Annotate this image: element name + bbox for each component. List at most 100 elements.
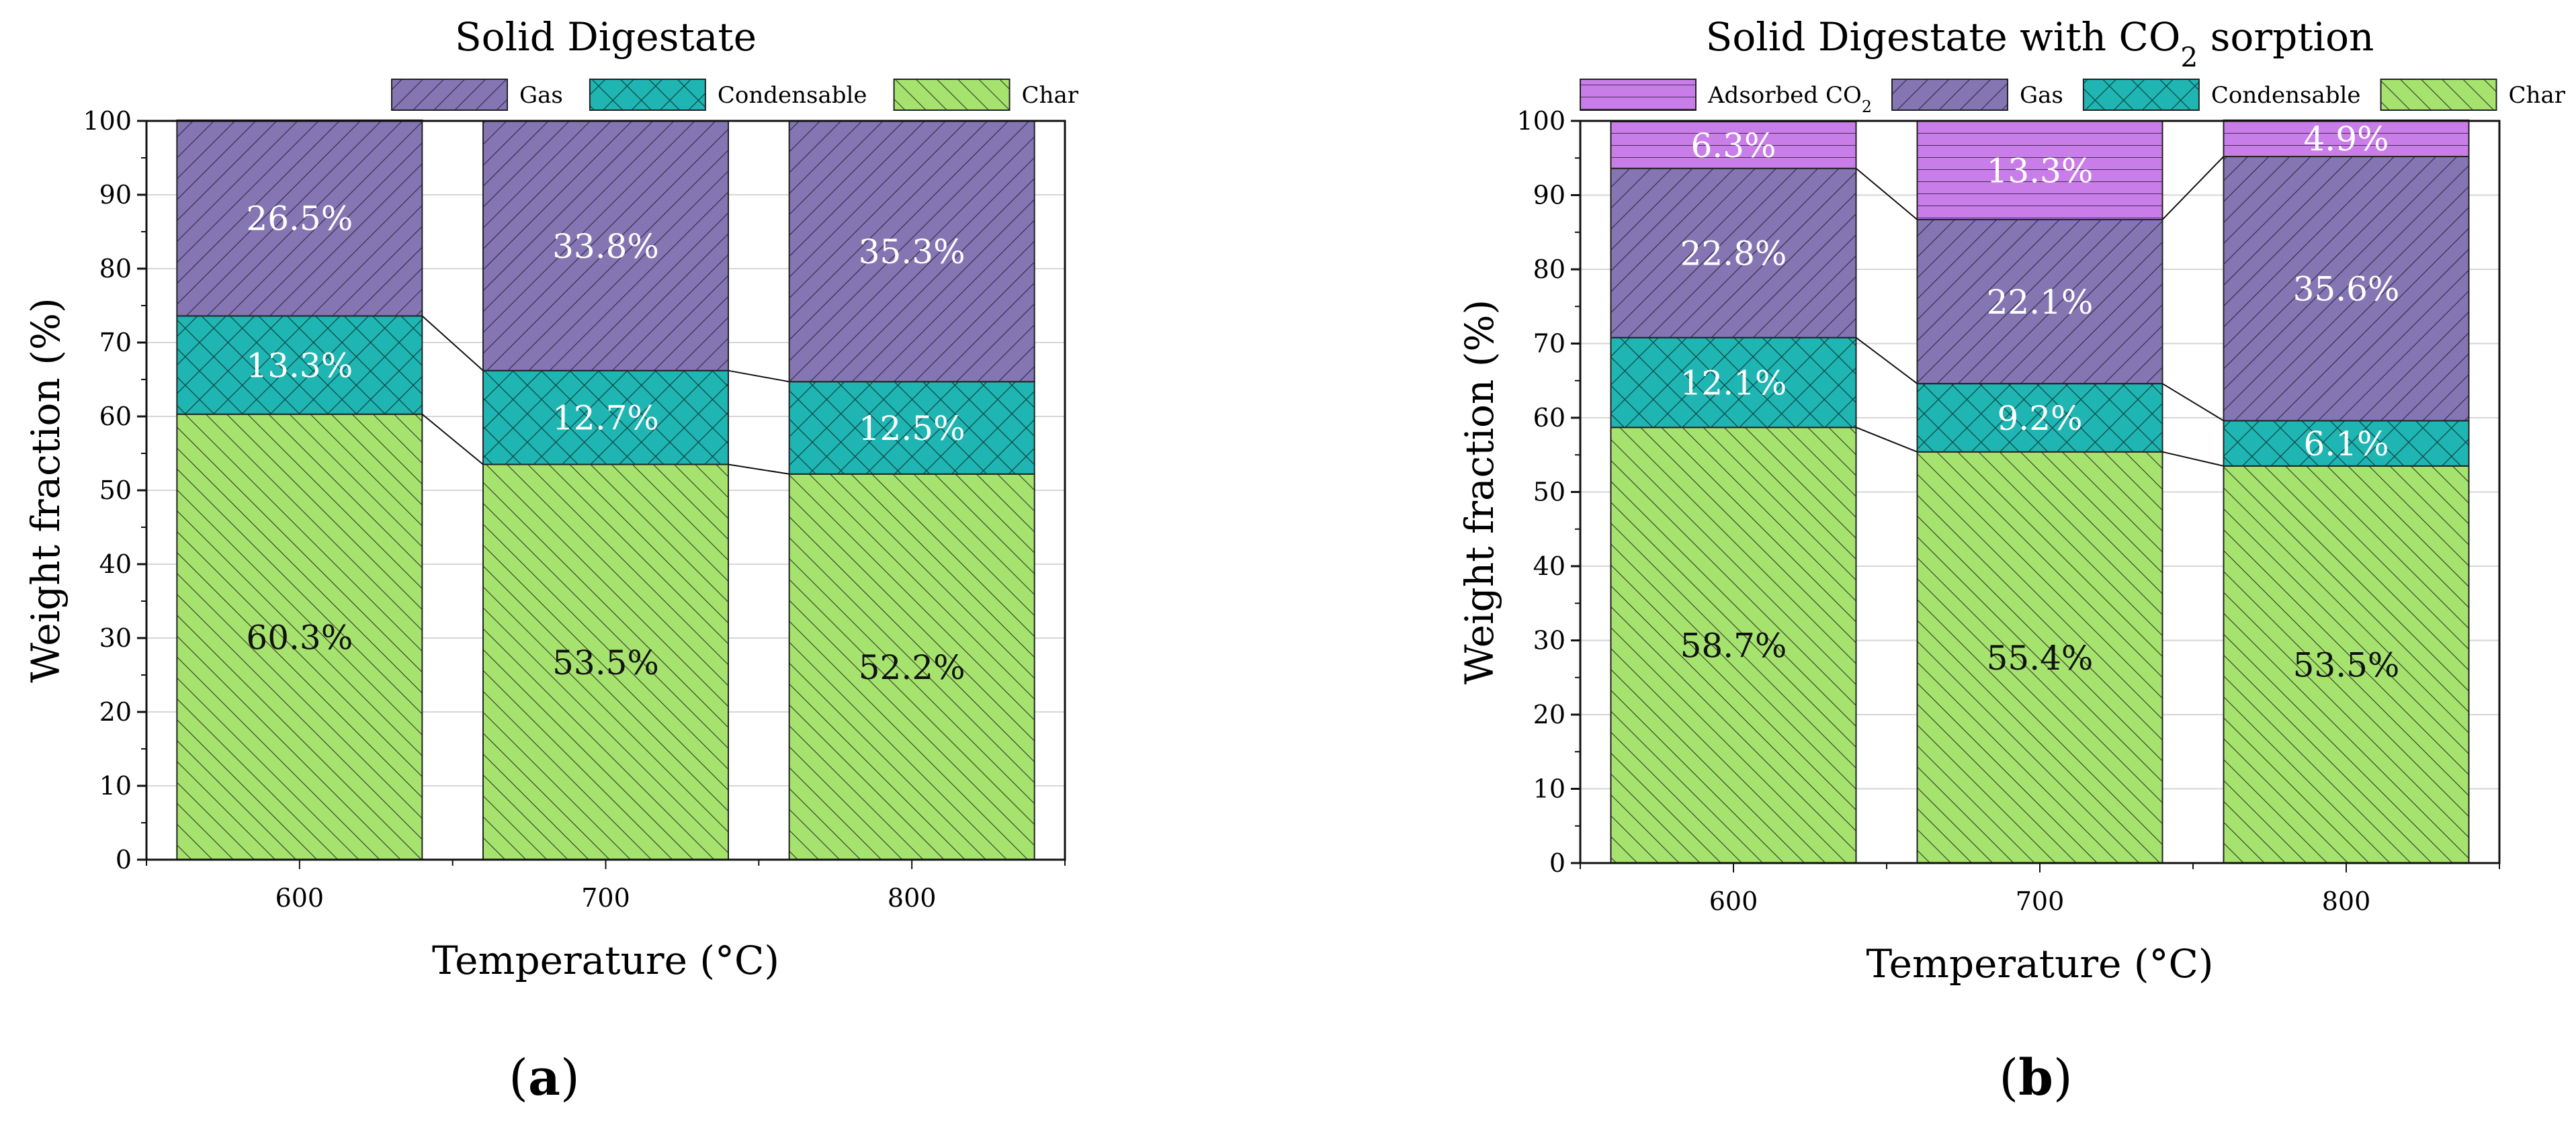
data-label: 6.1% xyxy=(2303,424,2389,463)
y-tick-label: 80 xyxy=(99,254,132,283)
connector-line xyxy=(1855,167,1918,220)
y-tick-label: 20 xyxy=(99,697,132,727)
y-tick-label: 60 xyxy=(1533,403,1565,433)
legend: Gas Condensable Char xyxy=(391,79,1079,111)
legend-swatch xyxy=(1580,79,1697,111)
y-tick-label: 100 xyxy=(1516,106,1565,136)
connector-line xyxy=(2161,156,2225,220)
legend-label: Condensable xyxy=(718,82,867,109)
bar-segment xyxy=(788,473,1035,860)
legend-label: Condensable xyxy=(2211,82,2361,109)
y-tick-label: 0 xyxy=(1549,848,1565,878)
connector-line xyxy=(1855,336,1918,384)
bar-segment xyxy=(1916,120,2163,220)
y-tick-label: 70 xyxy=(99,328,132,357)
data-label: 12.1% xyxy=(1680,364,1787,403)
x-tick-label: 700 xyxy=(2016,887,2065,916)
y-tick-label: 50 xyxy=(1533,478,1565,507)
connector-line xyxy=(728,369,789,383)
x-tick-label: 800 xyxy=(888,883,937,913)
data-label: 35.3% xyxy=(859,232,965,271)
legend-label: Gas xyxy=(2020,82,2063,109)
legend-item: Gas xyxy=(1891,79,2063,111)
y-tick-label: 20 xyxy=(1533,700,1565,729)
y-tick-label: 0 xyxy=(116,845,132,874)
legend-item: Adsorbed CO2 xyxy=(1580,79,1872,116)
bar-segment xyxy=(482,369,729,465)
y-tick-label: 80 xyxy=(1533,255,1565,284)
legend-label: Char xyxy=(2509,82,2566,109)
legend-swatch xyxy=(2082,79,2200,111)
connector-line xyxy=(421,413,484,465)
data-label: 58.7% xyxy=(1680,627,1787,666)
bar-segment xyxy=(1610,167,1857,339)
legend-label: Char xyxy=(1022,82,1079,109)
y-tick-label: 40 xyxy=(99,549,132,579)
data-label: 4.9% xyxy=(2303,120,2389,159)
data-label: 6.3% xyxy=(1690,126,1776,165)
x-tick-label: 800 xyxy=(2322,887,2371,916)
y-tick-label: 10 xyxy=(1533,774,1565,804)
bar-group: 53.5% 6.1% 35.6% 4.9% xyxy=(2223,119,2470,864)
legend-swatch xyxy=(589,79,706,111)
data-label: 33.8% xyxy=(552,227,659,266)
data-label: 22.8% xyxy=(1680,234,1787,273)
connector-line xyxy=(421,315,484,371)
legend-swatch xyxy=(391,79,508,111)
panel-label: (b) xyxy=(1999,1049,2073,1107)
x-axis-label: Temperature (°C) xyxy=(432,938,779,983)
legend-swatch xyxy=(1891,79,2008,111)
y-tick-label: 50 xyxy=(99,476,132,505)
bar-segment xyxy=(1916,451,2163,864)
x-axis-label: Temperature (°C) xyxy=(1866,941,2213,987)
legend-item: Char xyxy=(893,79,1079,111)
bar-segment xyxy=(1916,218,2163,385)
connector-line xyxy=(2161,383,2225,422)
legend-label: Gas xyxy=(519,82,563,109)
x-tick-label: 600 xyxy=(1709,887,1758,916)
bar-segment xyxy=(176,119,423,317)
data-label: 52.2% xyxy=(859,648,965,687)
bar-segment xyxy=(2223,420,2470,467)
y-axis-label: Weight fraction (%) xyxy=(23,298,69,682)
data-label: 13.3% xyxy=(246,347,353,386)
data-label: 13.3% xyxy=(1987,151,2094,190)
legend-swatch xyxy=(2380,79,2497,111)
bar-segment xyxy=(482,463,729,860)
y-axis-label: Weight fraction (%) xyxy=(1457,300,1502,684)
bar-group: 53.5% 12.7% 33.8% xyxy=(482,120,729,860)
data-label: 55.4% xyxy=(1987,639,2094,678)
y-tick-label: 90 xyxy=(1533,181,1565,210)
bar-segment xyxy=(1610,121,1857,169)
data-label: 12.5% xyxy=(859,409,965,448)
data-label: 53.5% xyxy=(2293,645,2400,684)
connector-line xyxy=(728,463,789,475)
data-label: 26.5% xyxy=(246,199,353,238)
bar-group: 58.7% 12.1% 22.8% 6.3% xyxy=(1610,121,1857,864)
y-tick-label: 30 xyxy=(99,623,132,653)
legend-item: Condensable xyxy=(589,79,867,111)
bar-segment xyxy=(1610,336,1857,429)
legend-swatch xyxy=(893,79,1011,111)
bar-segment xyxy=(176,413,423,860)
data-label: 53.5% xyxy=(552,643,659,682)
y-tick-label: 40 xyxy=(1533,551,1565,581)
panel-label: (a) xyxy=(509,1049,580,1107)
legend: Adsorbed CO2 Gas Condensable Char xyxy=(1580,79,2566,116)
data-label: 12.7% xyxy=(552,399,659,438)
bar-group: 60.3% 13.3% 26.5% xyxy=(176,119,423,860)
legend-item: Char xyxy=(2380,79,2566,111)
bar-segment xyxy=(1610,426,1857,864)
y-tick-label: 100 xyxy=(83,106,132,136)
chart-title: Solid Digestate with CO2 sorption xyxy=(1706,14,2374,73)
legend-item: Condensable xyxy=(2082,79,2361,111)
connector-line xyxy=(1856,426,1918,453)
data-label: 22.1% xyxy=(1987,283,2094,322)
bar-segment xyxy=(2223,156,2470,422)
chart-panel-a: Solid Digestate Gas Condensable Char 60.3% 13… xyxy=(23,14,1079,1107)
y-tick-label: 90 xyxy=(99,180,132,210)
bar-group: 52.2% 12.5% 35.3% xyxy=(788,120,1035,860)
bar-segment xyxy=(788,381,1035,475)
data-label: 9.2% xyxy=(1997,399,2082,438)
